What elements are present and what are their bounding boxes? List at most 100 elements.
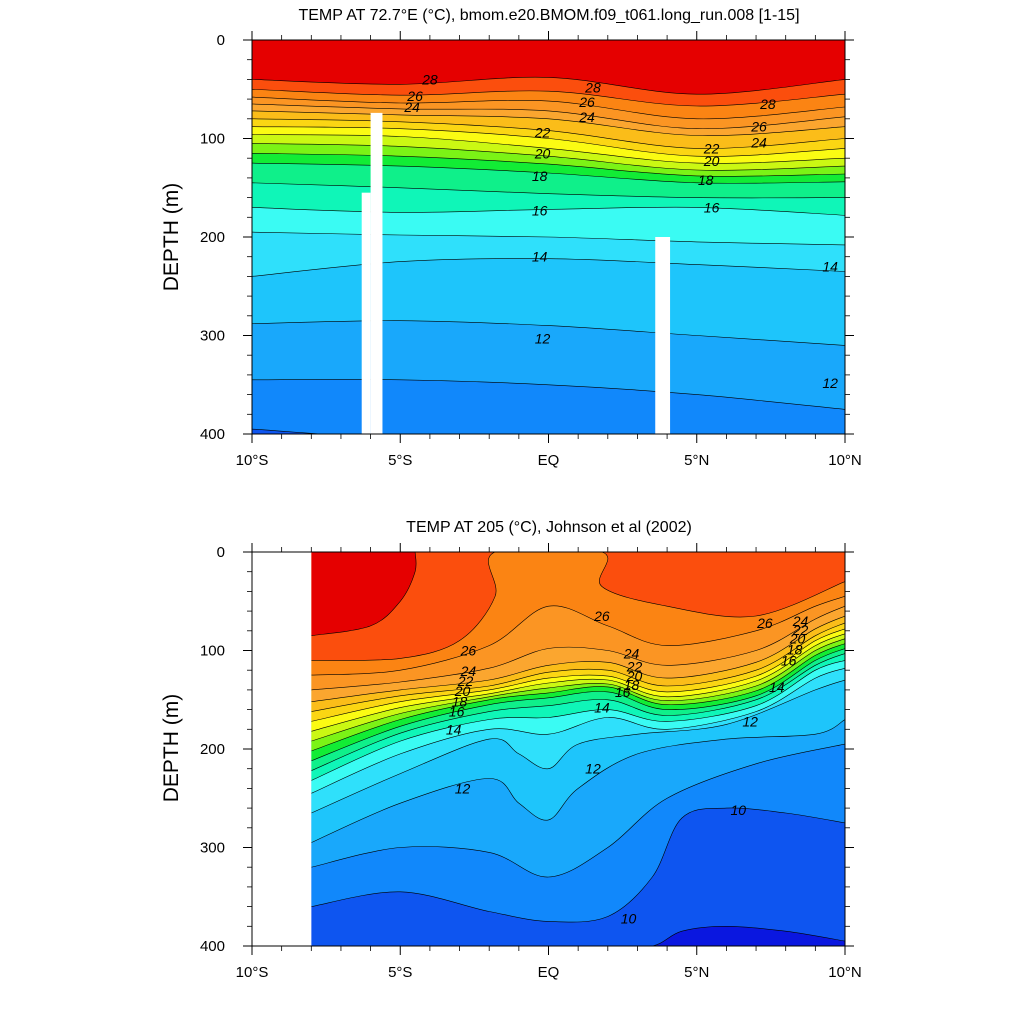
y-tick-label-200: 200 (200, 741, 225, 758)
contour-label-22: 22 (534, 125, 551, 141)
y-tick-label-200: 200 (200, 229, 225, 246)
x-tick-label-10°N: 10°N (828, 964, 862, 981)
contour-label-20: 20 (789, 631, 806, 647)
contour-label-14: 14 (594, 700, 610, 716)
contour-label-text: 26 (750, 119, 767, 135)
top-panel-isotherms (252, 76, 845, 434)
contour-label-20: 20 (703, 153, 720, 169)
contour-label-10: 10 (730, 802, 746, 818)
isotherm-26 (252, 96, 845, 120)
contour-label-text: 26 (593, 608, 610, 624)
contour-label-text: 12 (822, 375, 838, 391)
top-panel-title: TEMP AT 72.7°E (°C), bmom.e20.BMOM.f09_t… (298, 7, 799, 24)
missing-data-column-2 (370, 112, 383, 434)
contour-label-text: 12 (585, 761, 601, 777)
bottom-panel: TEMP AT 205 (°C), Johnson et al (2002) D… (160, 519, 862, 981)
no-data-region (252, 552, 312, 946)
contour-label-24: 24 (792, 613, 809, 629)
y-tick-label-0: 0 (217, 32, 225, 49)
contour-label-text: 10 (730, 802, 746, 818)
top-panel-missing-data (361, 112, 671, 434)
isotherm-27 (252, 89, 845, 107)
isotherm-24 (311, 615, 845, 702)
bottom-panel-temperature-field (311, 552, 845, 946)
contour-label-text: 22 (457, 673, 474, 689)
y-tick-label-400: 400 (200, 938, 225, 955)
y-tick-label-0: 0 (217, 544, 225, 561)
contour-label-12: 12 (585, 761, 601, 777)
contour-label-28: 28 (421, 71, 438, 87)
contour-label-text: 24 (403, 99, 420, 115)
x-tick-label-5°N: 5°N (684, 452, 709, 469)
contour-label-text: 16 (781, 652, 797, 668)
contour-label-text: 24 (792, 613, 809, 629)
contour-label-28: 28 (759, 96, 776, 112)
isotherm-25 (252, 103, 845, 130)
isotherm-15 (311, 667, 845, 794)
isotherm-23 (311, 622, 845, 712)
missing-data-column-3 (655, 237, 671, 434)
contour-label-24: 24 (460, 663, 477, 679)
contour-label-text: 28 (759, 96, 776, 112)
contour-label-12: 12 (535, 330, 551, 346)
contour-label-text: 18 (624, 677, 640, 693)
isotherm-22 (311, 628, 845, 722)
isotherm-24 (252, 110, 845, 136)
contour-label-text: 26 (578, 94, 595, 110)
isotherm-22 (252, 126, 845, 157)
bottom-panel-isotherms (311, 552, 845, 946)
isotherm-25 (311, 605, 845, 691)
isotherm-28 (252, 76, 845, 95)
isotherm-12 (311, 743, 845, 878)
contour-label-18: 18 (698, 172, 714, 188)
isotherm-13 (311, 719, 845, 843)
y-tick-label-100: 100 (200, 131, 225, 148)
isotherm-26 (311, 596, 845, 676)
contour-label-20: 20 (454, 683, 471, 699)
isotherm-19 (311, 643, 845, 752)
contour-label-22: 22 (626, 658, 643, 674)
contour-label-text: 12 (535, 330, 551, 346)
contour-label-text: 20 (454, 683, 471, 699)
contour-label-text: 20 (789, 631, 806, 647)
temperature-band-28 (311, 552, 417, 636)
temperature-band-28 (252, 40, 845, 95)
contour-label-18: 18 (452, 694, 468, 710)
temperature-band-27 (311, 552, 845, 661)
bottom-panel-y-axis-label: DEPTH (m) (160, 694, 183, 803)
contour-label-16: 16 (781, 652, 797, 668)
contour-label-text: 26 (460, 643, 477, 659)
contour-label-text: 16 (532, 202, 548, 218)
contour-label-22: 22 (703, 140, 720, 156)
y-tick-label-300: 300 (200, 840, 225, 857)
isotherm-23 (252, 118, 845, 149)
contour-label-24: 24 (623, 645, 640, 661)
bottom-panel-axes: 0 100 200 300 400 10°S 5°S EQ 5°N 10°N (200, 543, 862, 981)
contour-label-text: 14 (769, 679, 785, 695)
contour-label-text: 24 (460, 663, 477, 679)
contour-label-text: 14 (594, 700, 610, 716)
x-tick-label-10°S: 10°S (236, 964, 269, 981)
contour-label-14: 14 (822, 259, 838, 275)
contour-label-28: 28 (584, 79, 601, 95)
bottom-panel-contour-labels: 2624222018161412262422201816141210101214… (446, 608, 809, 926)
top-panel-y-axis-label: DEPTH (m) (160, 183, 183, 292)
isotherm-14 (311, 679, 845, 814)
contour-label-12: 12 (742, 713, 758, 729)
isotherm-16 (252, 206, 845, 216)
contour-label-12: 12 (822, 375, 838, 391)
contour-label-text: 14 (446, 721, 462, 737)
contour-label-text: 16 (449, 704, 465, 720)
contour-label-22: 22 (792, 622, 809, 638)
contour-label-text: 18 (452, 694, 468, 710)
contour-label-16: 16 (615, 684, 631, 700)
contour-label-text: 10 (621, 910, 637, 926)
isotherm-18 (252, 162, 845, 184)
isotherm-17 (252, 182, 845, 199)
contour-label-24: 24 (750, 134, 767, 150)
isotherm-17 (311, 653, 845, 771)
contour-label-text: 14 (822, 259, 838, 275)
y-tick-label-100: 100 (200, 643, 225, 660)
contour-label-16: 16 (532, 202, 548, 218)
y-tick-label-300: 300 (200, 328, 225, 345)
